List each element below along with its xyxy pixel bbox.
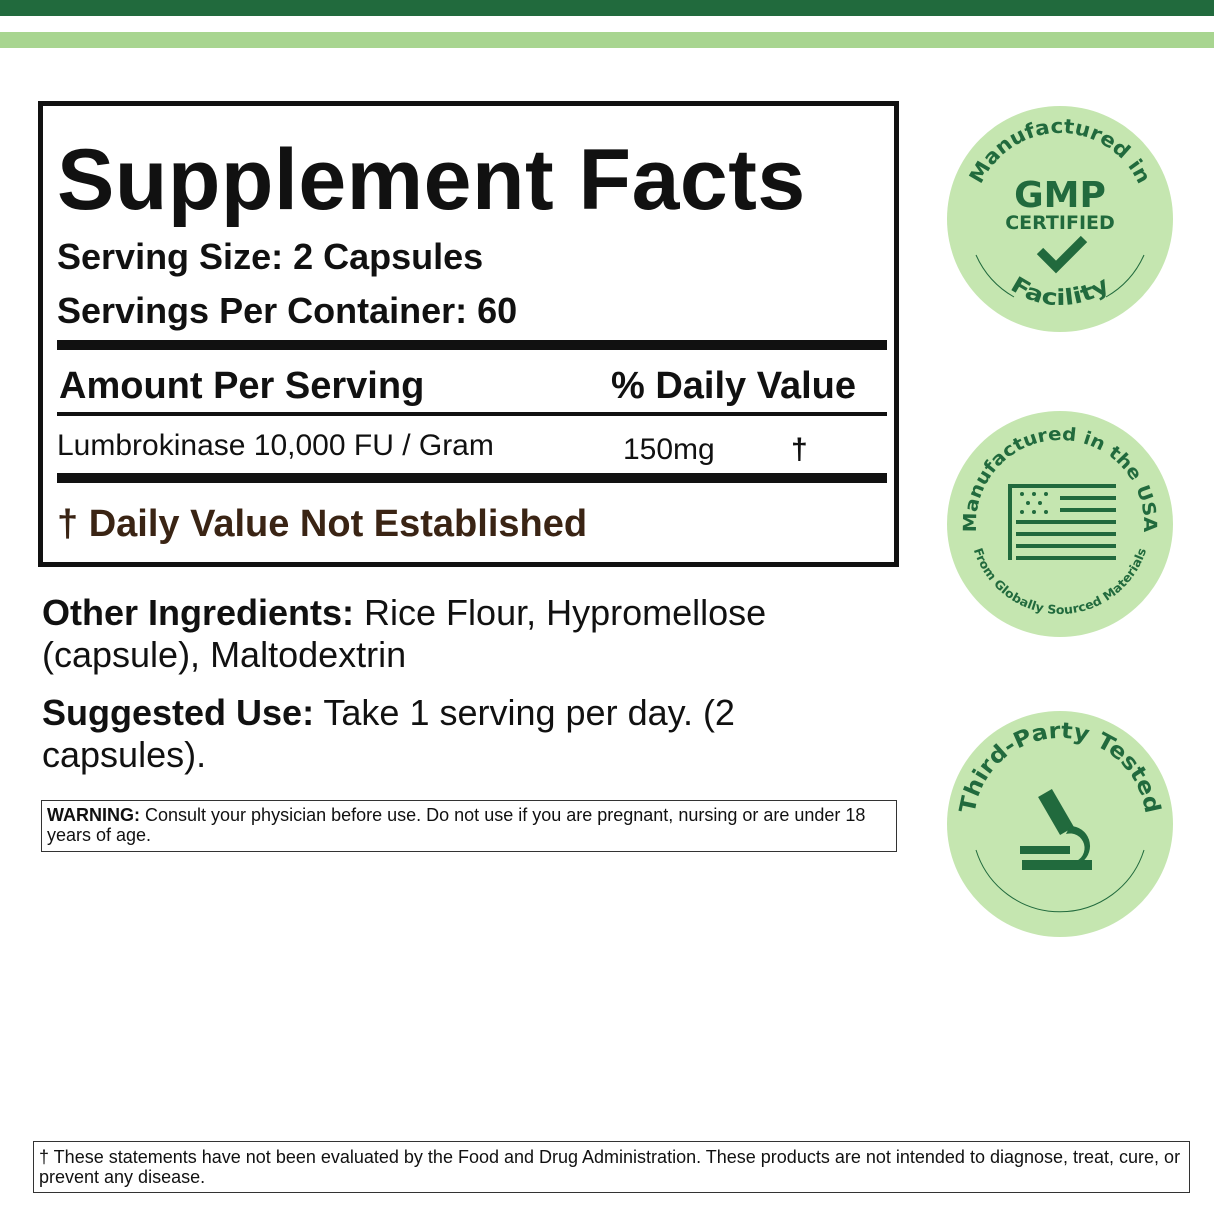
other-ingredients-text: Rice Flour, Hypromellose (capsule), Malt… xyxy=(42,592,767,675)
made-in-usa-badge: Manufactured in the USA From Globally So… xyxy=(947,411,1173,637)
ingredient-amount: 150mg xyxy=(623,433,715,466)
serving-size: Serving Size: 2 Capsules xyxy=(57,236,484,277)
suggested-use-label: Suggested Use: xyxy=(42,692,315,733)
warning-box: WARNING: Consult your physician before u… xyxy=(41,800,897,852)
third-party-tested-badge: Third-Party Tested xyxy=(947,711,1173,937)
gmp-certified-badge: Manufactured in GMP CERTIFIED Facility xyxy=(947,106,1173,332)
warning-label: WARNING: xyxy=(47,805,140,825)
badge-gmp: GMP xyxy=(1014,175,1106,216)
ingredient-dv: † xyxy=(791,433,808,466)
dv-note: † Daily Value Not Established xyxy=(57,503,588,545)
fda-disclaimer: † These statements have not been evaluat… xyxy=(33,1141,1190,1193)
servings-per-container: Servings Per Container: 60 xyxy=(57,290,518,331)
suggested-use: Suggested Use: Take 1 serving per day. (… xyxy=(42,692,762,776)
suggested-use-text: Take 1 serving per day. (2 capsules). xyxy=(42,692,735,775)
top-light-green-bar xyxy=(0,32,1214,48)
warning-text: Consult your physician before use. Do no… xyxy=(47,805,866,845)
daily-value-header: % Daily Value xyxy=(611,365,857,407)
ingredient-name: Lumbrokinase 10,000 FU / Gram xyxy=(57,429,494,462)
supplement-facts-panel: Supplement Facts Serving Size: 2 Capsule… xyxy=(38,101,899,567)
checkmark-icon xyxy=(1036,235,1088,274)
other-ingredients-label: Other Ingredients: xyxy=(42,592,355,633)
thick-divider xyxy=(57,340,887,350)
amount-per-serving-header: Amount Per Serving xyxy=(59,365,425,407)
other-ingredients: Other Ingredients: Rice Flour, Hypromell… xyxy=(42,592,882,676)
top-dark-green-bar xyxy=(0,0,1214,16)
thick-divider xyxy=(57,473,887,483)
thin-divider xyxy=(57,412,887,416)
us-flag-icon xyxy=(1008,484,1116,560)
facts-title: Supplement Facts xyxy=(57,132,806,228)
badge-certified: CERTIFIED xyxy=(1005,212,1115,234)
microscope-icon xyxy=(1020,788,1092,870)
